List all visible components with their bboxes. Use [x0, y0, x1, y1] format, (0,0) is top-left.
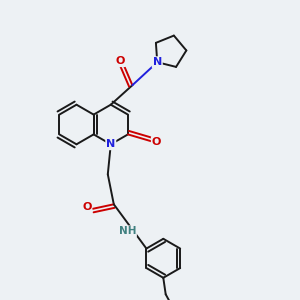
Text: N: N — [153, 57, 162, 67]
Text: N: N — [106, 139, 116, 149]
Text: O: O — [152, 137, 161, 147]
Text: NH: NH — [118, 226, 136, 236]
Text: O: O — [82, 202, 92, 212]
Text: O: O — [116, 56, 125, 66]
